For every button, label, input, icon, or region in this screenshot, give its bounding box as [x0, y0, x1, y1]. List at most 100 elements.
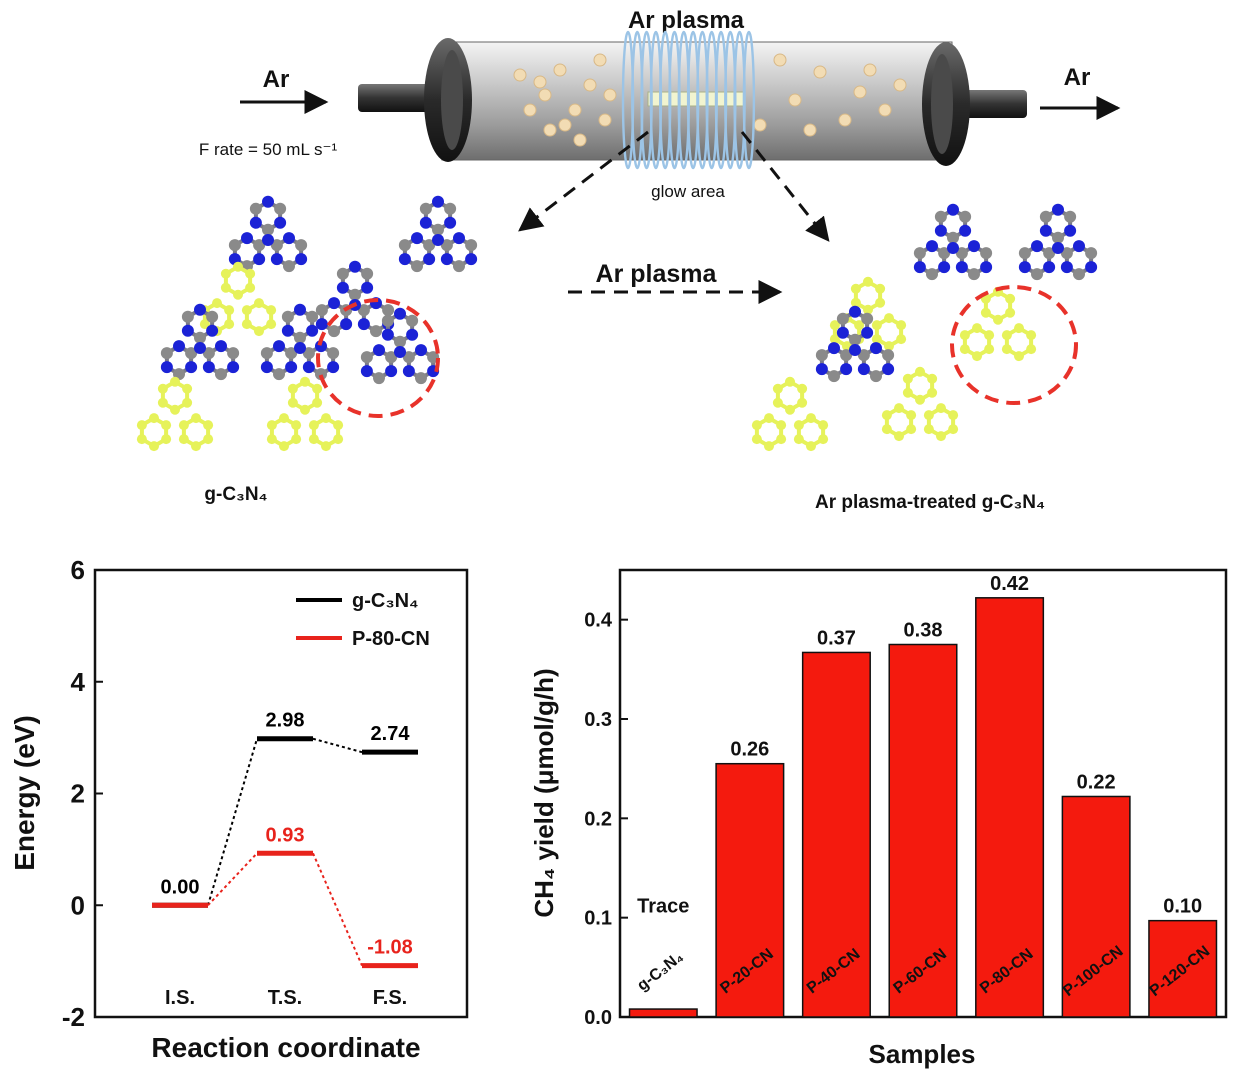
atom — [828, 342, 841, 355]
particle — [863, 63, 877, 77]
atom — [274, 216, 287, 229]
atom — [306, 310, 319, 323]
atom — [815, 363, 828, 376]
atom — [440, 253, 453, 266]
atom — [883, 313, 894, 324]
atom — [850, 283, 861, 294]
energy-y-ticks: -2 0 2 4 6 — [62, 555, 103, 1032]
y-tick-label: 2 — [71, 779, 85, 809]
particle — [538, 88, 552, 102]
plasma-coil — [621, 30, 756, 170]
atom — [260, 347, 273, 360]
atom — [764, 441, 775, 452]
particle — [813, 65, 827, 79]
atom — [328, 325, 341, 338]
bar — [975, 597, 1045, 1018]
energy-value-label: 0.93 — [266, 824, 305, 846]
atom — [220, 268, 231, 279]
atom — [260, 361, 273, 374]
atom — [294, 303, 306, 316]
atom — [241, 319, 252, 330]
atom — [266, 319, 277, 330]
atom — [270, 239, 283, 252]
atom — [926, 268, 939, 281]
atom — [934, 224, 947, 237]
particle — [558, 118, 572, 132]
atom — [881, 410, 892, 421]
atom — [1060, 261, 1073, 274]
atom — [206, 310, 219, 323]
bar-value-label: 0.10 — [1163, 896, 1202, 918]
atom — [869, 370, 882, 383]
atom — [266, 420, 277, 431]
atom — [465, 239, 478, 252]
atom — [406, 314, 419, 327]
bar — [628, 1008, 698, 1018]
bar-y-axis-label: CH₄ yield (μmol/g/h) — [529, 668, 559, 917]
atom — [281, 310, 294, 323]
atom — [980, 307, 991, 318]
atom — [279, 441, 290, 452]
bar-y-ticks: 0.0 0.1 0.2 0.3 0.4 — [584, 610, 628, 1029]
atom — [1039, 224, 1052, 237]
particle — [553, 63, 567, 77]
atom — [836, 312, 849, 325]
energy-profile-chart: -2 0 2 4 6 I.S. T.S. F.S. 0.00 2.98 2.74 0.93 -1.0… — [9, 555, 469, 1063]
atom — [948, 410, 959, 421]
bar-value-label: 0.26 — [730, 739, 769, 761]
atom — [863, 276, 873, 287]
atom — [948, 424, 959, 435]
bar — [888, 643, 958, 1018]
atom — [262, 195, 274, 208]
particle — [853, 85, 867, 99]
atom — [300, 404, 310, 415]
particle — [788, 93, 802, 107]
atom — [302, 347, 315, 360]
atom — [1026, 344, 1037, 355]
atom — [797, 397, 808, 408]
atom — [320, 413, 331, 424]
atom — [797, 383, 808, 394]
atom — [394, 346, 406, 358]
atom — [266, 305, 277, 316]
atom — [423, 239, 436, 252]
particle — [583, 78, 597, 92]
atom — [764, 413, 775, 424]
atom — [402, 351, 415, 364]
atom — [295, 239, 308, 252]
atom — [394, 335, 406, 348]
atom — [327, 347, 340, 360]
x-category-label: F.S. — [373, 987, 407, 1009]
atom — [793, 420, 804, 431]
atom — [947, 231, 959, 244]
atom — [241, 305, 252, 316]
atom — [224, 305, 235, 316]
atom — [1018, 247, 1031, 260]
atom — [938, 247, 951, 260]
atom — [902, 373, 913, 384]
atom — [245, 282, 256, 293]
atom — [1085, 247, 1098, 260]
atom — [333, 420, 344, 431]
energy-value-label: 2.98 — [266, 710, 305, 732]
atom — [882, 349, 895, 362]
atom — [849, 305, 861, 318]
atom — [281, 324, 294, 337]
atom — [315, 304, 328, 317]
particle — [893, 78, 907, 92]
atom — [302, 361, 315, 374]
atom — [170, 404, 180, 415]
atom — [202, 347, 215, 360]
energy-levels — [152, 736, 418, 969]
atom — [182, 383, 193, 394]
y-tick-label: 0.2 — [584, 808, 612, 830]
atom — [894, 431, 905, 442]
particle — [568, 103, 582, 117]
atom — [285, 347, 298, 360]
atom — [776, 434, 787, 445]
atom — [306, 324, 319, 337]
atom — [185, 361, 198, 374]
atom — [206, 324, 219, 337]
atom — [149, 441, 160, 452]
atom — [398, 239, 411, 252]
